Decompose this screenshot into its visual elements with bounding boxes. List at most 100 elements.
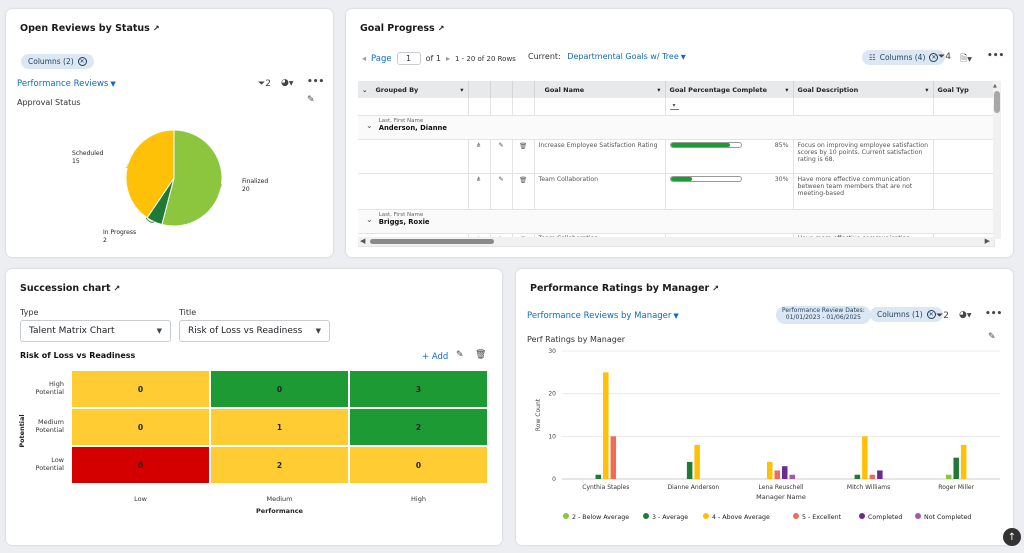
more-options-button[interactable]: •••: [307, 77, 325, 87]
delete-icon[interactable]: 🗑: [475, 350, 487, 360]
bar[interactable]: [862, 436, 868, 479]
column-header-goal-name[interactable]: Goal Name ▾: [534, 81, 666, 98]
page-input[interactable]: 1: [396, 52, 421, 65]
vertical-scrollbar[interactable]: ▲: [993, 81, 1001, 239]
add-button[interactable]: + Add: [422, 352, 449, 362]
matrix-cell[interactable]: 3: [350, 371, 487, 407]
edit-pencil-icon[interactable]: ✎: [456, 350, 464, 360]
table-row[interactable]: ⋔ ✎ 🗑 Team Collaboration 30% Have more e…: [358, 173, 995, 210]
date-filter-chip[interactable]: Performance Review Dates: 01/01/2023 - 01…: [776, 306, 871, 324]
bar[interactable]: [945, 474, 952, 479]
bar[interactable]: [686, 461, 693, 479]
title-select[interactable]: Risk of Loss vs Readiness ▼: [179, 320, 330, 342]
legend-item[interactable]: 5 - Excellent: [793, 513, 842, 521]
next-page-icon[interactable]: ▸: [445, 54, 450, 63]
bar[interactable]: [953, 457, 959, 479]
column-menu-icon[interactable]: ▾: [657, 85, 661, 94]
expand-icon[interactable]: ↗: [113, 284, 121, 293]
matrix-cell[interactable]: 1: [211, 409, 348, 445]
group-row[interactable]: ⌄ Last, First Name Briggs, Roxie: [358, 209, 994, 234]
legend-item[interactable]: Completed: [859, 513, 902, 521]
columns-chip[interactable]: Columns (2) ✕: [21, 54, 94, 69]
column-menu-icon[interactable]: ▾: [785, 85, 789, 94]
collapse-all-icon[interactable]: ⌄: [362, 85, 368, 94]
vertical-scroll-thumb[interactable]: [994, 91, 1000, 113]
edit-pencil-icon[interactable]: ✎: [988, 332, 996, 342]
columns-chip[interactable]: ☷ Columns (4) ✕: [862, 50, 946, 65]
current-view-dropdown[interactable]: Departmental Goals w/ Tree ▼: [567, 52, 686, 61]
ratings-title[interactable]: Performance Ratings by Manager ↗: [530, 283, 719, 294]
hierarchy-icon[interactable]: ⋔: [468, 173, 491, 210]
close-icon[interactable]: ✕: [929, 53, 939, 62]
bar[interactable]: [767, 461, 773, 479]
edit-icon[interactable]: ✎: [490, 139, 513, 174]
prev-page-icon[interactable]: ◂: [362, 54, 367, 63]
bar[interactable]: [774, 470, 781, 479]
dataset-dropdown[interactable]: Performance Reviews by Manager ▼: [527, 311, 679, 321]
open-reviews-title[interactable]: Open Reviews by Status ↗: [20, 23, 160, 34]
horizontal-scroll-thumb[interactable]: [370, 239, 494, 244]
filter-button[interactable]: ⏷4: [938, 52, 951, 62]
legend-item[interactable]: 4 - Above Average: [703, 513, 770, 521]
column-header-grouped-by[interactable]: ⌄ Grouped By ▾: [358, 81, 469, 98]
matrix-cell[interactable]: 0: [350, 447, 487, 483]
matrix-cell[interactable]: 0: [72, 371, 209, 407]
legend-item[interactable]: Not Completed: [915, 513, 971, 521]
pie-label-value: 15: [72, 158, 80, 165]
bar[interactable]: [854, 474, 861, 479]
export-button[interactable]: 🗎▼: [960, 51, 972, 67]
horizontal-scrollbar[interactable]: ◀ ▶: [358, 237, 994, 246]
bar[interactable]: [694, 444, 700, 479]
bar[interactable]: [960, 444, 967, 479]
table-row[interactable]: ⋔ ✎ 🗑 Increase Employee Satisfaction Rat…: [358, 139, 995, 174]
hierarchy-icon[interactable]: ⋔: [468, 139, 491, 174]
bar[interactable]: [782, 466, 788, 479]
chart-type-button[interactable]: ◕▼: [281, 78, 293, 88]
bar[interactable]: [869, 474, 876, 479]
edit-pencil-icon[interactable]: ✎: [307, 95, 315, 105]
matrix-cell[interactable]: 0: [72, 447, 209, 483]
legend-label: 3 - Average: [652, 514, 688, 521]
bar[interactable]: [610, 436, 617, 479]
pie-slice-scheduled[interactable]: [125, 129, 175, 219]
expand-icon[interactable]: ↗: [152, 24, 160, 33]
legend-item[interactable]: 2 - Below Average: [563, 513, 629, 521]
group-row[interactable]: ⌄ Last, First Name Anderson, Dianne: [358, 115, 994, 140]
legend-item[interactable]: 3 - Average: [643, 513, 688, 521]
succession-title[interactable]: Succession chart ↗: [20, 283, 121, 294]
scroll-to-top-button[interactable]: ↑: [1003, 528, 1021, 546]
bar[interactable]: [877, 470, 883, 479]
column-header-goal-pct[interactable]: Goal Percentage Complete ▾: [665, 81, 794, 98]
chevron-down-icon[interactable]: ⌄: [366, 120, 373, 130]
bar[interactable]: [789, 474, 796, 479]
matrix-cell[interactable]: 0: [211, 371, 348, 407]
delete-icon[interactable]: 🗑: [512, 173, 535, 210]
column-menu-icon[interactable]: ▾: [925, 85, 929, 94]
dataset-dropdown[interactable]: Performance Reviews ▼: [17, 79, 116, 89]
column-header-goal-desc[interactable]: Goal Description ▾: [793, 81, 934, 98]
more-options-button[interactable]: •••: [985, 309, 1003, 319]
matrix-cell[interactable]: 2: [211, 447, 348, 483]
matrix-cell[interactable]: 2: [350, 409, 487, 445]
close-icon[interactable]: ✕: [926, 310, 936, 319]
expand-icon[interactable]: ↗: [712, 284, 719, 293]
edit-icon[interactable]: ✎: [490, 173, 513, 210]
filter-button[interactable]: ⏷2: [936, 311, 949, 321]
matrix-cell[interactable]: 0: [72, 409, 209, 445]
filter-dropdown-icon[interactable]: ▾: [669, 102, 679, 110]
columns-chip[interactable]: Columns (1) ✕: [870, 307, 943, 322]
column-menu-icon[interactable]: ▾: [460, 85, 464, 94]
delete-icon[interactable]: 🗑: [512, 139, 535, 174]
close-icon[interactable]: ✕: [77, 57, 87, 66]
chevron-down-icon[interactable]: ⌄: [366, 214, 373, 224]
goal-progress-title[interactable]: Goal Progress ↗: [360, 23, 445, 34]
column-header-goal-type[interactable]: Goal Typ: [933, 81, 995, 98]
chart-type-button[interactable]: ◕▼: [959, 310, 971, 320]
more-options-button[interactable]: •••: [987, 51, 1005, 61]
bar[interactable]: [603, 372, 609, 479]
type-select[interactable]: Talent Matrix Chart ▼: [20, 320, 171, 342]
bar[interactable]: [595, 474, 602, 479]
filter-button[interactable]: ⏷2: [258, 79, 271, 89]
expand-icon[interactable]: ↗: [437, 24, 445, 33]
pie-label-value: 2: [103, 237, 107, 244]
